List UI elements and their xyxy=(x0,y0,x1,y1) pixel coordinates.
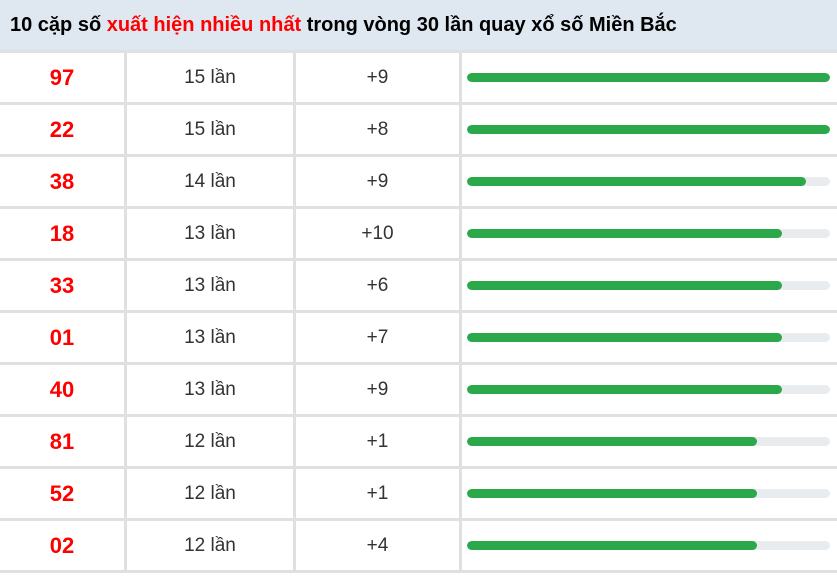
count-delta: +9 xyxy=(296,53,459,102)
title-prefix: 10 cặp số xyxy=(10,13,107,36)
frequency-bar-cell xyxy=(462,261,837,310)
frequency-bar-cell xyxy=(462,313,837,362)
pair-number: 38 xyxy=(0,157,124,206)
count-delta: +9 xyxy=(296,157,459,206)
count-delta: +1 xyxy=(296,469,459,518)
frequency-bar-fill xyxy=(467,541,758,550)
frequency-bar-fill xyxy=(467,125,830,134)
count-delta: +6 xyxy=(296,261,459,310)
title-highlight: xuất hiện nhiều nhất xyxy=(106,13,302,36)
appearance-count: 12 lần xyxy=(127,417,293,466)
frequency-bar-cell xyxy=(462,209,837,258)
pair-number: 52 xyxy=(0,469,124,518)
count-delta: +9 xyxy=(296,365,459,414)
frequency-bar-track xyxy=(467,229,830,238)
stats-table: 97 15 lần +9 22 15 lần +8 38 14 lần +9 18 13 lần +1… xyxy=(0,50,837,573)
frequency-bar-track xyxy=(467,333,830,342)
panel-title: 10 cặp số xuất hiện nhiều nhất trong vòn… xyxy=(0,0,837,50)
frequency-bar-track xyxy=(467,385,830,394)
frequency-bar-track xyxy=(467,125,830,134)
title-suffix: trong vòng 30 lần quay xổ số Miền Bắc xyxy=(301,13,677,36)
frequency-bar-cell xyxy=(462,521,837,570)
frequency-bar-cell xyxy=(462,53,837,102)
frequency-bar-cell xyxy=(462,105,837,154)
frequency-bar-track xyxy=(467,437,830,446)
frequency-bar-fill xyxy=(467,229,782,238)
appearance-count: 12 lần xyxy=(127,469,293,518)
appearance-count: 12 lần xyxy=(127,521,293,570)
frequency-bar-cell xyxy=(462,469,837,518)
pair-number: 22 xyxy=(0,105,124,154)
pair-number: 81 xyxy=(0,417,124,466)
count-delta: +10 xyxy=(296,209,459,258)
frequency-bar-fill xyxy=(467,385,782,394)
pair-number: 02 xyxy=(0,521,124,570)
frequency-bar-cell xyxy=(462,365,837,414)
frequency-bar-fill xyxy=(467,73,830,82)
frequency-bar-fill xyxy=(467,333,782,342)
count-delta: +1 xyxy=(296,417,459,466)
appearance-count: 13 lần xyxy=(127,313,293,362)
frequency-bar-track xyxy=(467,177,830,186)
frequency-bar-cell xyxy=(462,157,837,206)
appearance-count: 15 lần xyxy=(127,105,293,154)
pair-number: 01 xyxy=(0,313,124,362)
frequency-bar-track xyxy=(467,281,830,290)
pair-number: 40 xyxy=(0,365,124,414)
frequency-bar-cell xyxy=(462,417,837,466)
appearance-count: 13 lần xyxy=(127,365,293,414)
frequency-bar-fill xyxy=(467,489,758,498)
appearance-count: 13 lần xyxy=(127,261,293,310)
frequency-bar-track xyxy=(467,541,830,550)
frequency-bar-track xyxy=(467,73,830,82)
appearance-count: 13 lần xyxy=(127,209,293,258)
pair-number: 18 xyxy=(0,209,124,258)
count-delta: +7 xyxy=(296,313,459,362)
frequency-bar-fill xyxy=(467,281,782,290)
count-delta: +8 xyxy=(296,105,459,154)
appearance-count: 15 lần xyxy=(127,53,293,102)
frequency-bar-fill xyxy=(467,177,806,186)
count-delta: +4 xyxy=(296,521,459,570)
frequency-bar-track xyxy=(467,489,830,498)
pair-number: 33 xyxy=(0,261,124,310)
pair-number: 97 xyxy=(0,53,124,102)
frequency-bar-fill xyxy=(467,437,758,446)
appearance-count: 14 lần xyxy=(127,157,293,206)
